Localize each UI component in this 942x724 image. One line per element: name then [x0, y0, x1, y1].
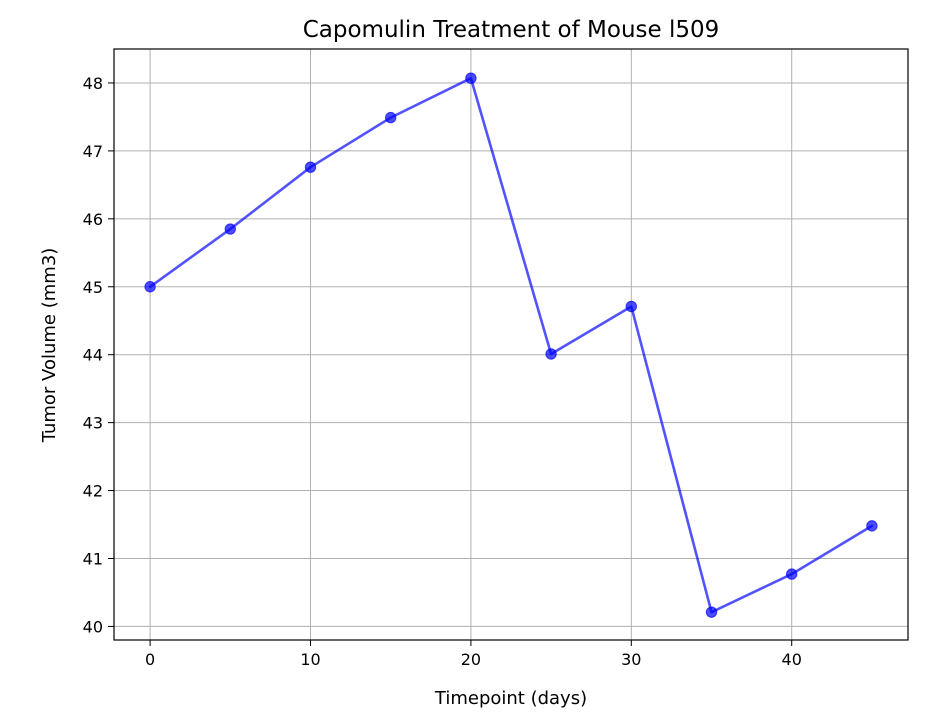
chart-title: Capomulin Treatment of Mouse l509 — [303, 17, 720, 43]
plot-area-frame — [113, 48, 909, 641]
y-tick-label: 41 — [83, 549, 103, 568]
y-axis-ticks: 40 41 42 43 44 45 46 47 48 — [83, 74, 114, 636]
y-tick-label: 42 — [83, 482, 103, 501]
x-tick-label: 0 — [145, 650, 155, 669]
x-tick-label: 30 — [621, 650, 641, 669]
y-tick-label: 40 — [83, 617, 103, 636]
data-series — [144, 72, 878, 618]
data-point — [144, 281, 156, 293]
data-point — [705, 606, 718, 618]
data-point — [786, 568, 798, 580]
y-tick-label: 48 — [83, 74, 103, 93]
x-tick-label: 20 — [461, 650, 481, 669]
y-tick-label: 43 — [83, 414, 103, 433]
grid-lines — [114, 49, 908, 640]
y-axis-title: Tumor Volume (mm3) — [39, 248, 60, 444]
y-tick-label: 47 — [83, 142, 103, 161]
data-point — [384, 111, 397, 124]
data-point — [304, 161, 317, 173]
data-point — [465, 72, 477, 84]
y-tick-label: 44 — [83, 346, 103, 365]
data-point — [224, 223, 236, 235]
x-tick-label: 40 — [782, 650, 802, 669]
x-tick-label: 10 — [300, 650, 320, 669]
data-point — [866, 520, 878, 532]
y-tick-label: 46 — [83, 210, 103, 229]
data-point — [545, 348, 557, 360]
data-point — [625, 300, 638, 313]
x-axis-title: Timepoint (days) — [434, 688, 587, 709]
y-tick-label: 45 — [83, 278, 103, 297]
series-line — [148, 76, 874, 614]
x-axis-ticks: 0 10 20 30 40 — [145, 640, 802, 669]
